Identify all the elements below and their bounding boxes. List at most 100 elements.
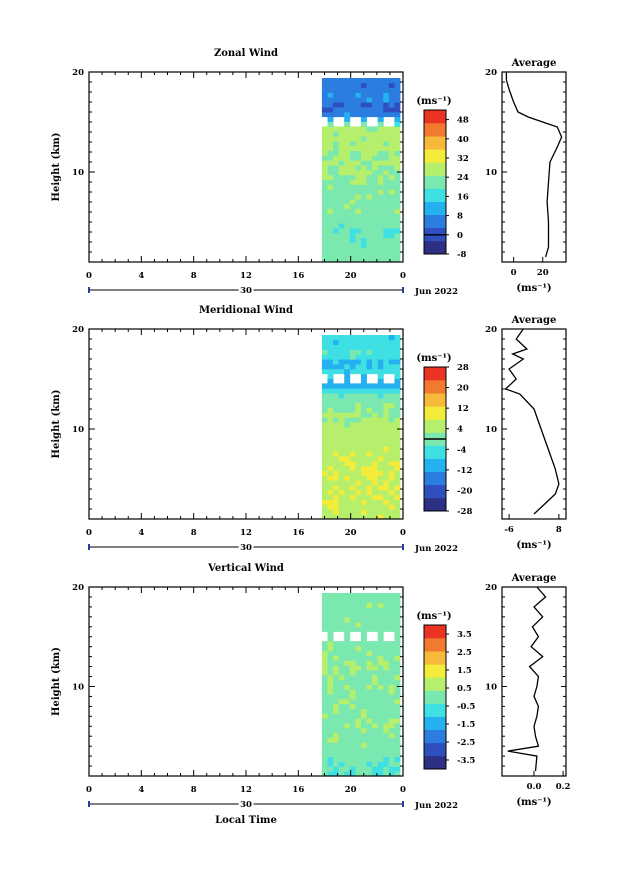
heatmap-cell [388, 718, 395, 724]
heatmap-cell [377, 456, 384, 462]
heatmap-cell [327, 252, 334, 258]
heatmap-cell [388, 612, 395, 618]
heatmap-cell [388, 397, 395, 404]
heatmap-cell [344, 499, 351, 505]
heatmap-cell [344, 650, 351, 656]
heatmap-cell [338, 203, 345, 210]
heatmap-cell [327, 504, 334, 510]
colorbar-segment [424, 677, 446, 691]
heatmap-cell [327, 465, 334, 471]
heatmap-cell [327, 242, 334, 248]
heatmap-cell [388, 393, 395, 399]
heatmap-cell [349, 689, 356, 695]
heatmap-cell [372, 111, 379, 118]
heatmap-cell [321, 102, 328, 108]
heatmap-cell [333, 111, 339, 118]
heatmap-cell [349, 718, 356, 724]
heatmap-cell [344, 636, 351, 642]
colorbar-segment [424, 703, 446, 717]
heatmap-cell [394, 92, 401, 98]
heatmap-cell [394, 407, 401, 413]
x-tick-label: 12 [240, 271, 252, 281]
heatmap-cell [333, 97, 339, 103]
heatmap-cell [321, 213, 328, 219]
heatmap-cell [349, 480, 356, 486]
heatmap-cell [349, 679, 356, 685]
heatmap-cell [333, 470, 339, 476]
heatmap-cell [344, 232, 351, 239]
heatmap-cell [344, 761, 351, 767]
heatmap-cell [366, 679, 373, 685]
heatmap-cell [355, 621, 362, 628]
heatmap-cell [349, 607, 356, 613]
heatmap-cell [383, 82, 390, 88]
heatmap-cell [355, 504, 362, 510]
heatmap-cell [333, 383, 339, 389]
heatmap-cell [360, 756, 367, 762]
heatmap-cell [394, 655, 401, 661]
heatmap-cell [355, 665, 362, 671]
heatmap-cell [321, 228, 328, 234]
heatmap-cell [344, 747, 351, 753]
heatmap-cell [388, 597, 395, 603]
heatmap-cell [349, 126, 356, 132]
average-x-label: (ms⁻¹) [516, 797, 551, 808]
colorbar-unit-label: (ms⁻¹) [416, 96, 451, 107]
heatmap-cell [383, 679, 390, 685]
heatmap-cell [355, 199, 362, 205]
heatmap-cell [388, 665, 395, 671]
heatmap-cell [360, 417, 367, 423]
heatmap-cell [344, 602, 351, 608]
heatmap-cell [360, 412, 367, 418]
heatmap-cell [388, 388, 395, 394]
heatmap-cell [366, 388, 373, 394]
heatmap-cell [349, 174, 356, 180]
heatmap-cell [333, 140, 339, 147]
heatmap-cell [360, 189, 367, 195]
heatmap-cell [355, 174, 362, 180]
heatmap-cell [360, 422, 367, 428]
heatmap-cell [333, 359, 339, 365]
heatmap-cell [344, 698, 351, 705]
heatmap-cell [388, 184, 395, 190]
heatmap-cell [366, 646, 373, 652]
heatmap-cell [383, 475, 390, 481]
heatmap-cell [394, 723, 401, 729]
heatmap-cell [349, 102, 356, 108]
heatmap-cell [383, 417, 390, 423]
heatmap-cell [349, 465, 356, 471]
heatmap-cell [366, 82, 373, 88]
heatmap-cell [372, 756, 379, 762]
heatmap-cell [327, 111, 334, 118]
heatmap-cell [372, 441, 379, 447]
heatmap-cell [321, 397, 328, 404]
heatmap-cell [383, 87, 390, 93]
heatmap-cell [372, 335, 379, 341]
x-tick-label: 4 [138, 785, 144, 795]
heatmap-cell [321, 766, 328, 772]
heatmap-cell [355, 650, 362, 656]
heatmap-cell [327, 612, 334, 618]
heatmap-cell [355, 252, 362, 258]
heatmap-cell [344, 480, 351, 486]
heatmap-cell [355, 82, 362, 88]
heatmap-cell [327, 388, 334, 394]
x-tick-label: 8 [191, 785, 197, 795]
heatmap-cell [333, 368, 339, 375]
heatmap-cell [338, 170, 345, 176]
heatmap-cell [383, 155, 390, 161]
heatmap-cell [349, 504, 356, 510]
heatmap-cell [321, 422, 328, 428]
heatmap-cell [388, 679, 395, 685]
heatmap-cell [388, 441, 395, 447]
heatmap-cell [372, 427, 379, 433]
heatmap-cell [344, 121, 351, 127]
heatmap-cell [388, 480, 395, 486]
heatmap-cell [388, 237, 395, 243]
heatmap-cell [372, 155, 379, 161]
heatmap-cell [338, 242, 345, 248]
heatmap-cell [360, 203, 367, 210]
heatmap-cell [349, 184, 356, 190]
heatmap-cell [360, 742, 367, 748]
